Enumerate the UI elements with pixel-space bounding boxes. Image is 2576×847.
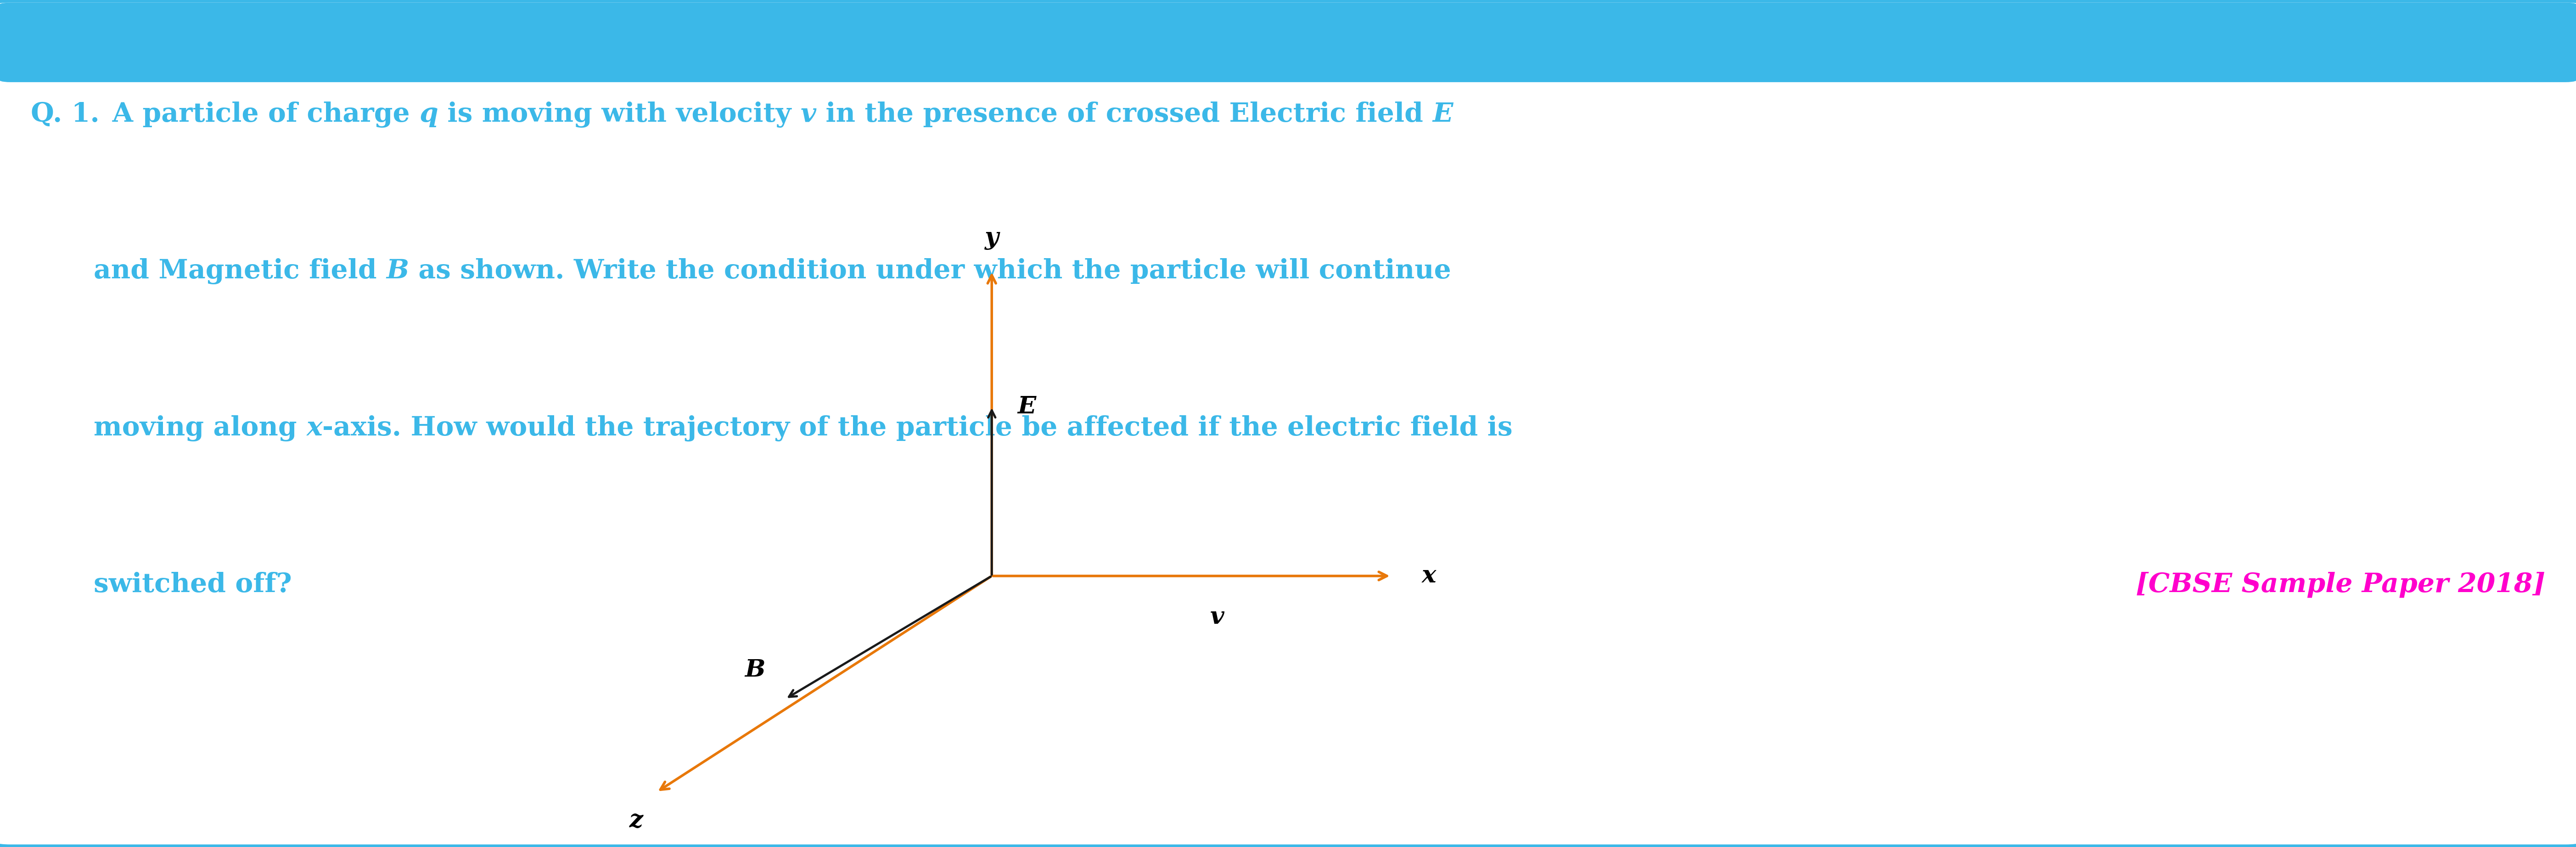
Text: and Magnetic field: and Magnetic field — [93, 258, 386, 285]
Text: v: v — [1211, 606, 1224, 629]
Text: switched off?: switched off? — [93, 572, 291, 597]
Text: A particle of charge: A particle of charge — [93, 102, 420, 128]
Text: y: y — [984, 226, 999, 250]
Text: z: z — [629, 809, 644, 833]
FancyBboxPatch shape — [0, 3, 2576, 82]
Text: Q. 1.: Q. 1. — [31, 102, 100, 127]
Text: B: B — [386, 258, 410, 285]
Text: q: q — [420, 102, 438, 128]
Text: -axis. How would the trajectory of the particle be affected if the electric fiel: -axis. How would the trajectory of the p… — [322, 415, 1512, 441]
Text: as shown. Write the condition under which the particle will continue: as shown. Write the condition under whic… — [410, 258, 1450, 284]
Text: moving along: moving along — [93, 415, 307, 441]
Text: E: E — [1018, 395, 1036, 418]
Text: x: x — [307, 415, 322, 441]
Text: v: v — [801, 102, 817, 128]
Text: E: E — [1432, 102, 1453, 128]
Text: in the presence of crossed Electric field: in the presence of crossed Electric fiel… — [817, 102, 1432, 127]
Text: is moving with velocity: is moving with velocity — [438, 102, 801, 128]
Text: [CBSE Sample Paper 2018]: [CBSE Sample Paper 2018] — [2136, 572, 2545, 598]
Text: B: B — [744, 658, 765, 682]
Text: x: x — [1422, 564, 1437, 588]
